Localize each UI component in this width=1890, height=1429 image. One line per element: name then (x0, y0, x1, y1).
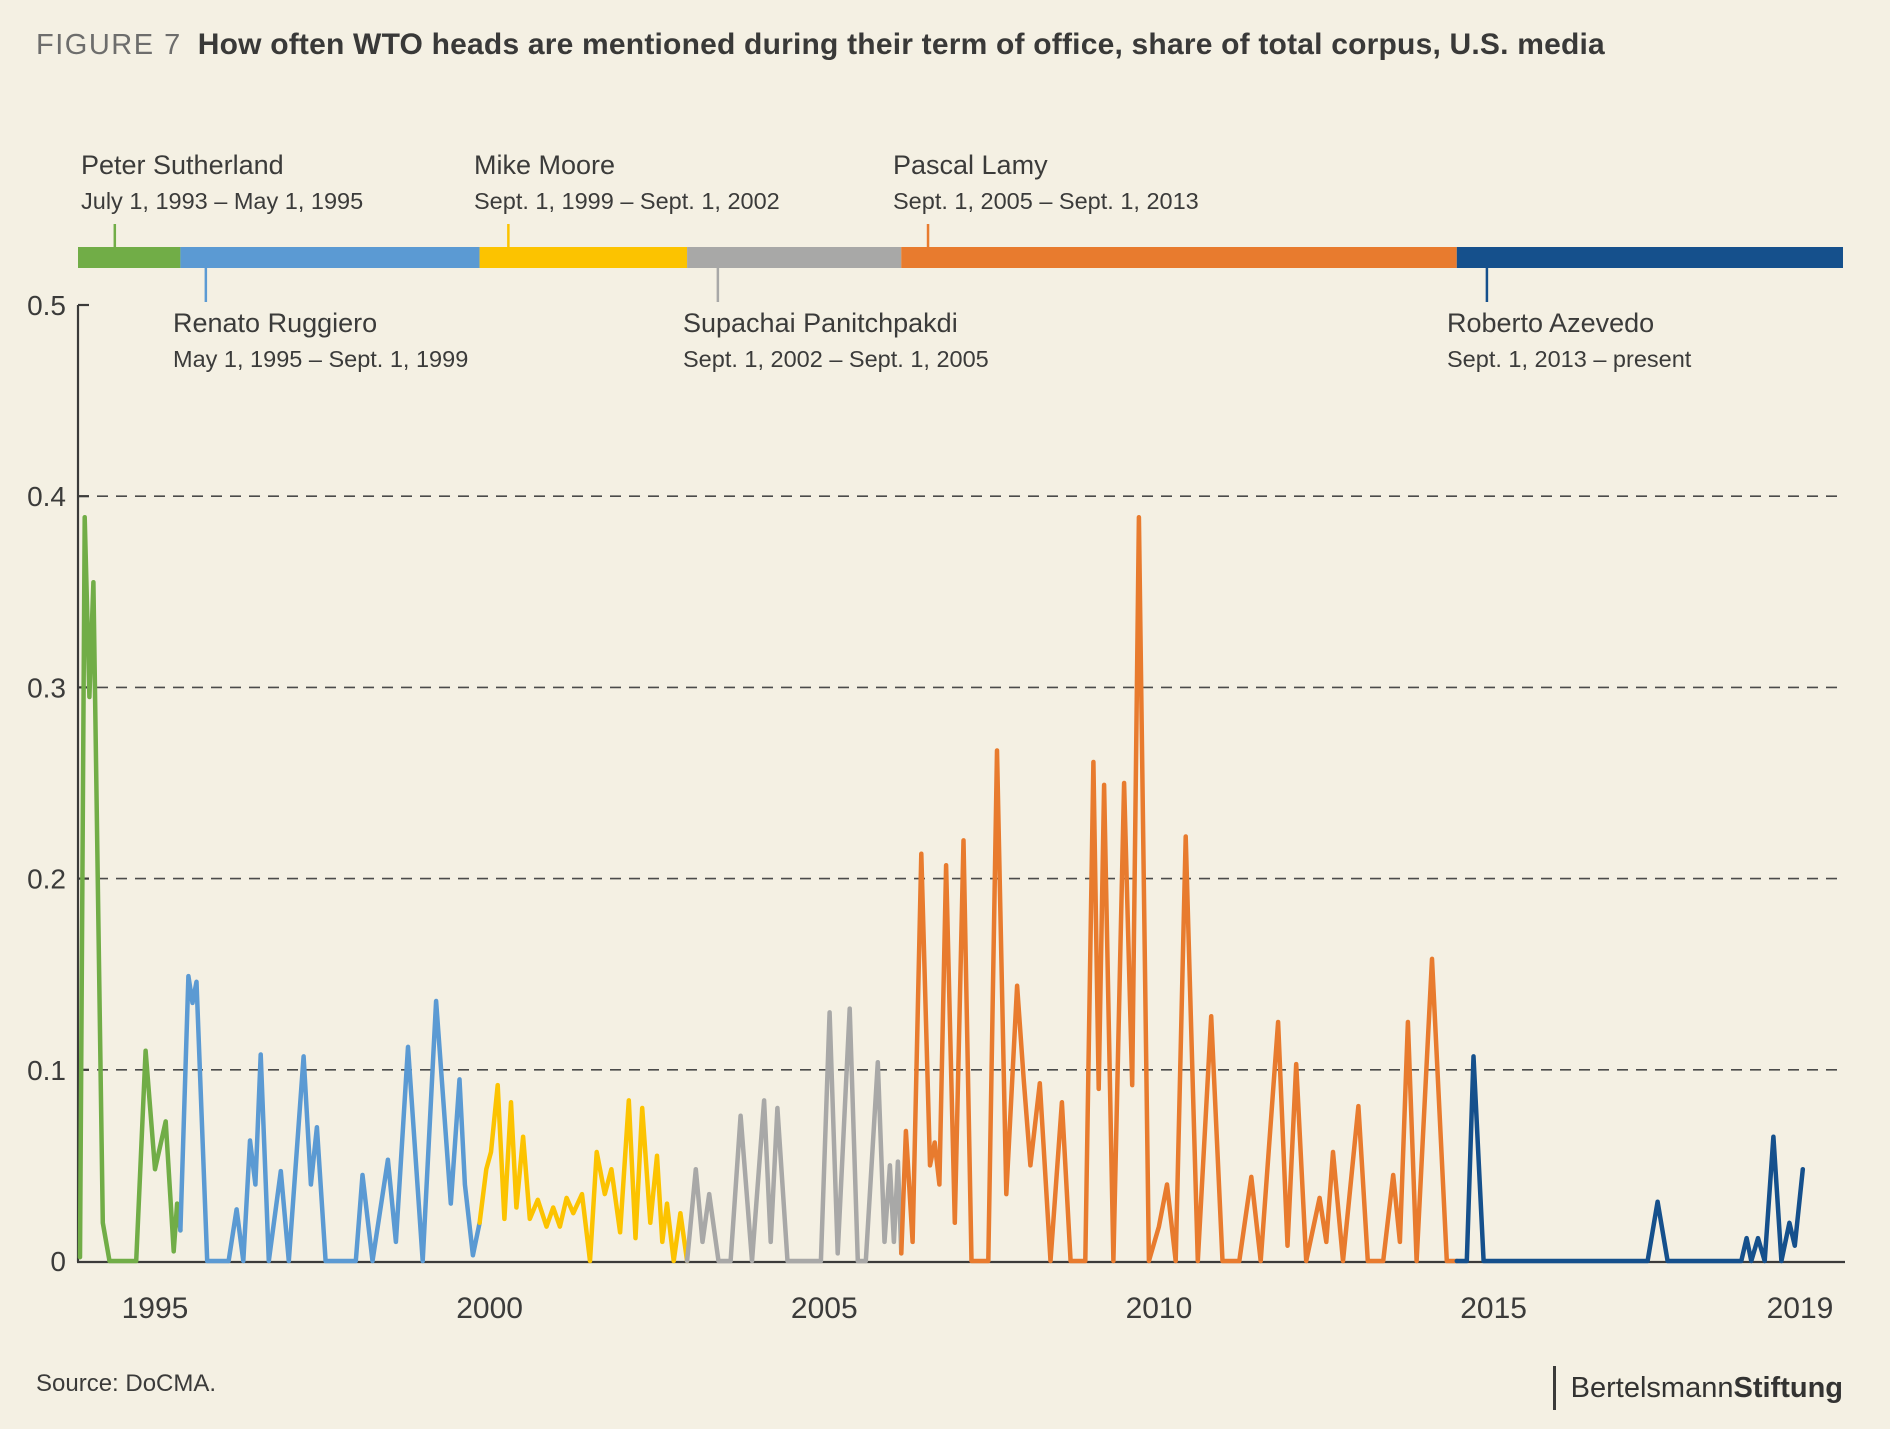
timeline-bar-segment-2 (479, 247, 688, 268)
x-tick-label-2000: 2000 (456, 1292, 523, 1325)
series-line-pascal-lamy (899, 514, 1460, 1264)
timeline-bar-segment-4 (901, 247, 1457, 268)
head-term-dates: May 1, 1995 – Sept. 1, 1999 (173, 346, 469, 372)
timeline-bar-segment-5 (1456, 247, 1843, 268)
head-name: Supachai Panitchpakdi (683, 308, 958, 338)
series-line-roberto-azevedo (1454, 1054, 1806, 1264)
timeline-bar-segment-0 (78, 247, 181, 268)
head-name: Mike Moore (474, 150, 616, 180)
y-tick-label-0.4: 0.4 (27, 481, 66, 512)
source-note: Source: DoCMA. (36, 1370, 217, 1397)
timeline-bar-segment-3 (687, 247, 902, 268)
x-tick-label-2010: 2010 (1126, 1292, 1193, 1325)
head-term-dates: Sept. 1, 2005 – Sept. 1, 2013 (893, 188, 1199, 214)
series-line-peter-sutherland (77, 514, 183, 1264)
head-name: Renato Ruggiero (173, 308, 378, 338)
series-line-mike-moore (477, 1082, 690, 1264)
y-tick-label-0.2: 0.2 (27, 864, 66, 895)
x-tick-label-2019: 2019 (1767, 1292, 1834, 1325)
head-term-dates: Sept. 1, 2013 – present (1447, 346, 1692, 372)
head-term-dates: Sept. 1, 2002 – Sept. 1, 2005 (683, 346, 989, 372)
x-tick-label-1995: 1995 (122, 1292, 189, 1325)
x-tick-label-2005: 2005 (791, 1292, 858, 1325)
y-tick-label-0.5: 0.5 (27, 290, 66, 321)
y-tick-label-0.3: 0.3 (27, 672, 66, 703)
figure-number-label: FIGURE 7 (36, 29, 182, 61)
series-line-renato-ruggiero (178, 973, 482, 1264)
head-name: Pascal Lamy (893, 150, 1048, 180)
term-label-sutherland: Peter Sutherland July 1, 1993 – May 1, 1… (81, 150, 363, 215)
page-title: FIGURE 7 How often WTO heads are mention… (36, 28, 1605, 62)
logo-divider-bar (1552, 1366, 1556, 1410)
term-label-moore: Mike Moore Sept. 1, 1999 – Sept. 1, 2002 (474, 150, 780, 215)
logo-text-regular: Bertelsmann (1570, 1371, 1734, 1404)
term-label-azevedo: Roberto Azevedo Sept. 1, 2013 – present (1447, 308, 1691, 373)
logo-text: BertelsmannStiftung (1571, 1372, 1843, 1405)
logo-text-bold: Stiftung (1733, 1371, 1843, 1404)
head-name: Roberto Azevedo (1447, 308, 1655, 338)
term-label-ruggiero: Renato Ruggiero May 1, 1995 – Sept. 1, 1… (173, 308, 468, 373)
x-tick-label-2015: 2015 (1460, 1292, 1527, 1325)
y-tick-label-0: 0 (50, 1246, 66, 1277)
term-label-supachai: Supachai Panitchpakdi Sept. 1, 2002 – Se… (683, 308, 989, 373)
head-term-dates: Sept. 1, 1999 – Sept. 1, 2002 (474, 188, 780, 214)
term-label-lamy: Pascal Lamy Sept. 1, 2005 – Sept. 1, 201… (893, 150, 1199, 215)
bertelsmann-stiftung-logo: BertelsmannStiftung (1552, 1366, 1843, 1410)
y-tick-label-0.1: 0.1 (27, 1055, 66, 1086)
head-term-dates: July 1, 1993 – May 1, 1995 (81, 188, 364, 214)
chart-title: How often WTO heads are mentioned during… (197, 28, 1605, 61)
head-name: Peter Sutherland (81, 150, 284, 180)
series-line-supachai-panitchpakdi (684, 1006, 904, 1264)
timeline-bar-segment-1 (180, 247, 480, 268)
